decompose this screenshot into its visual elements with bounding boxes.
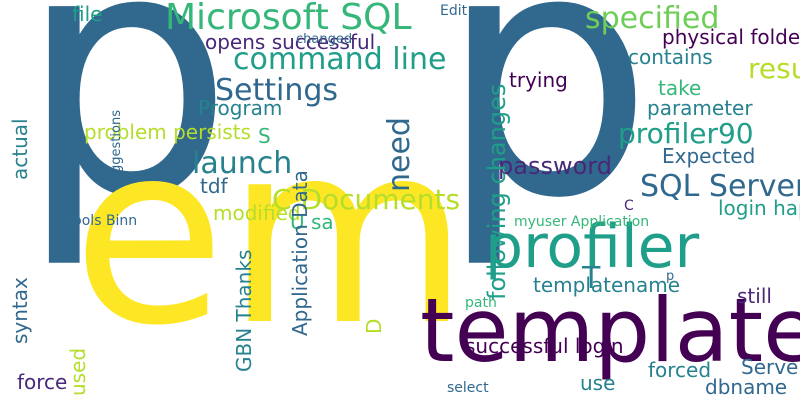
word-gbn-thanks: myuser Application [514, 214, 650, 230]
word-suggestions: actual [8, 118, 32, 180]
word-sql-server: profiler90 [618, 117, 754, 150]
word-result: SQL Server [640, 169, 800, 204]
word-server: used [66, 347, 90, 396]
word-password: Expected [662, 144, 756, 168]
word-physical-folder: changed [296, 32, 353, 47]
word-used: D [362, 318, 386, 334]
word-tdf: password [498, 152, 612, 180]
word-parameter: Program [198, 96, 283, 120]
word-trying: contains [628, 45, 713, 69]
word-p-small: following changes [483, 83, 511, 300]
word-c: modified [213, 201, 301, 225]
word-templatename: GBN Thanks [232, 249, 256, 372]
word-forced: successful login [465, 334, 624, 358]
word-d: still [737, 284, 772, 308]
word-take: trying [509, 68, 568, 92]
word-path: Application Data [288, 170, 312, 336]
word-contains: physical folder [662, 25, 800, 49]
word-following-changes: select [447, 380, 489, 396]
word-microsoft-sql: Microsoft SQL [165, 0, 412, 38]
word-modified: tdf [200, 174, 228, 198]
word-p-large-right: p [438, 0, 654, 273]
word-tools-binn: U sa [290, 210, 334, 234]
word-still: T [582, 261, 601, 296]
word-dbname: forced [648, 358, 712, 382]
word-file: result [748, 52, 800, 85]
word-problem-persists: suggestions [109, 110, 124, 188]
word-t: templatename [533, 273, 681, 297]
word-login-happens: C [624, 198, 634, 214]
word-actual: parameter [647, 96, 753, 120]
word-select: dbname [705, 375, 788, 399]
word-edit: file [72, 2, 103, 26]
word-force: use [580, 371, 616, 395]
word-program: take [658, 76, 702, 100]
word-u-sa: login happens [718, 196, 800, 220]
word-em: em [72, 89, 470, 380]
word-successful-login: path [465, 295, 497, 311]
word-specified: specified [585, 1, 720, 36]
word-c-documents: launch [192, 146, 293, 181]
word-s: problem persists [84, 120, 251, 144]
word-use: Server [741, 355, 800, 379]
word-p-large-left: p [18, 0, 234, 273]
word-need: force [17, 370, 68, 394]
word-command-line: command line [233, 42, 447, 77]
word-changed: opens successful [205, 30, 376, 54]
word-syntax: syntax [8, 277, 32, 344]
word-profiler90: C Documents [272, 183, 461, 216]
word-settings: Settings [215, 73, 339, 108]
word-launch: need [382, 117, 417, 192]
word-template: template [420, 279, 800, 382]
word-opens-successful: Edit [440, 3, 468, 19]
word-application-data: p [666, 269, 675, 284]
word-expected: S [258, 124, 271, 148]
word-profiler: profiler [485, 212, 700, 282]
word-myuser-application: Tools Binn [67, 213, 138, 229]
